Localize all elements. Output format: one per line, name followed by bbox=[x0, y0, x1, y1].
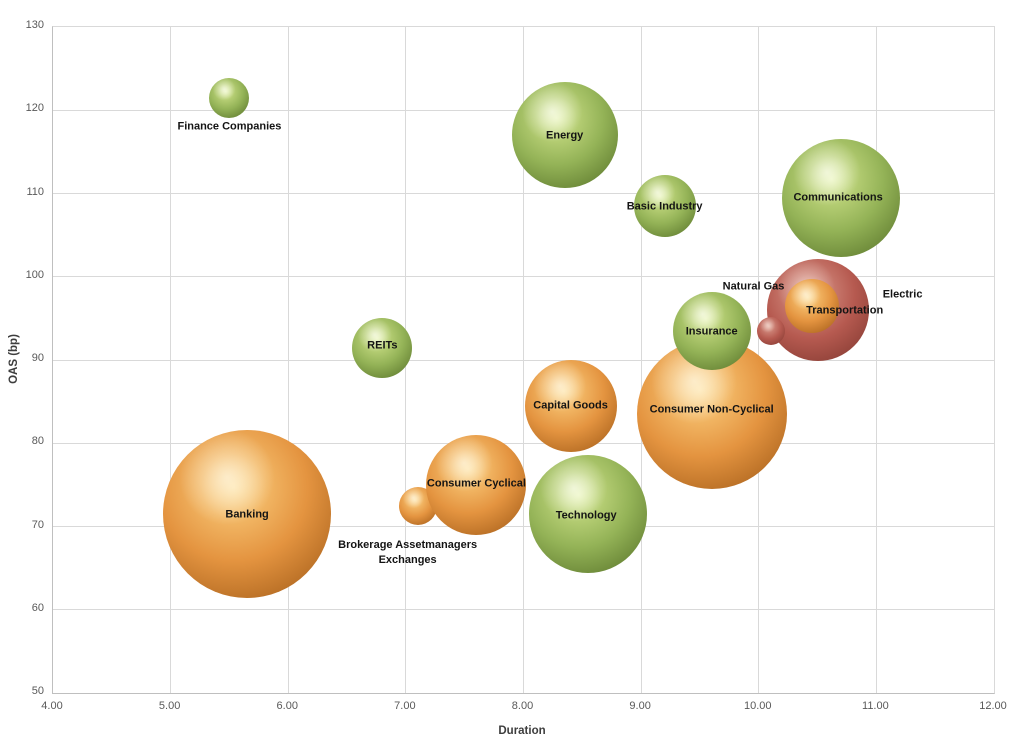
bubble-technology[interactable] bbox=[529, 455, 648, 573]
y-tick-50: 50 bbox=[31, 685, 44, 697]
x-tick-8.00: 8.00 bbox=[511, 700, 534, 712]
gridline-y-70 bbox=[53, 526, 994, 527]
label-reits: REITs bbox=[367, 339, 398, 352]
bubble-reits[interactable] bbox=[352, 317, 413, 378]
label-technology: Technology bbox=[555, 509, 617, 522]
bubble-insurance[interactable] bbox=[672, 291, 751, 370]
x-tick-11.00: 11.00 bbox=[862, 700, 889, 712]
y-tick-130: 130 bbox=[25, 19, 44, 31]
label-capital-goods: Capital Goods bbox=[533, 399, 608, 412]
y-tick-70: 70 bbox=[31, 518, 44, 531]
plot-area: Banking Brokerage Assetmanagers Exchanges… bbox=[52, 26, 995, 694]
gridline-y-90 bbox=[53, 359, 994, 361]
label-banking: Banking bbox=[225, 508, 269, 521]
x-tick-9.00: 9.00 bbox=[629, 700, 651, 712]
bubble-finance-companies[interactable] bbox=[209, 77, 250, 118]
bubble-energy[interactable] bbox=[511, 82, 618, 189]
label-natural-gas: Natural Gas bbox=[722, 280, 785, 293]
x-tick-10.00: 10.00 bbox=[743, 700, 772, 712]
y-tick-100: 100 bbox=[25, 268, 44, 281]
bubble-communications[interactable] bbox=[782, 138, 901, 257]
gridline-y-60 bbox=[53, 609, 994, 611]
x-tick-5.00: 5.00 bbox=[158, 700, 181, 712]
label-insurance: Insurance bbox=[685, 325, 738, 338]
y-tick-120: 120 bbox=[25, 102, 44, 115]
y-tick-110: 110 bbox=[26, 185, 44, 198]
bubble-transportation[interactable] bbox=[784, 278, 839, 333]
label-basic-industry: Basic Industry bbox=[626, 200, 703, 213]
bubble-natural-gas[interactable] bbox=[756, 316, 785, 345]
label-consumer-cyclical: Consumer Cyclical bbox=[426, 477, 526, 490]
label-consumer-non-cyclical: Consumer Non-Cyclical bbox=[649, 403, 774, 416]
label-finance-companies: Finance Companies bbox=[177, 120, 282, 133]
gridline-y-80 bbox=[53, 442, 994, 444]
y-tick-60: 60 bbox=[31, 601, 44, 614]
gridline-y-100 bbox=[53, 276, 994, 278]
label-brokerage: Brokerage Assetmanagers Exchanges bbox=[338, 538, 478, 566]
y-tick-80: 80 bbox=[31, 435, 44, 448]
gridline-y-110 bbox=[53, 193, 994, 194]
label-energy: Energy bbox=[546, 129, 584, 142]
x-axis-title: Duration bbox=[498, 725, 546, 737]
bubble-banking[interactable] bbox=[163, 430, 332, 598]
bubble-capital-goods[interactable] bbox=[524, 359, 617, 452]
x-tick-6.00: 6.00 bbox=[276, 700, 298, 712]
x-tick-7.00: 7.00 bbox=[394, 700, 416, 712]
label-transportation: Transportation bbox=[806, 304, 884, 317]
bubble-basic-industry[interactable] bbox=[633, 174, 696, 237]
x-tick-4.00: 4.00 bbox=[41, 700, 63, 712]
label-communications: Communications bbox=[793, 191, 883, 204]
bubble-consumer-cyclical[interactable] bbox=[426, 434, 527, 535]
label-electric: Electric bbox=[882, 288, 923, 301]
y-tick-90: 90 bbox=[31, 352, 44, 364]
x-tick-12.00: 12.00 bbox=[979, 700, 1007, 712]
